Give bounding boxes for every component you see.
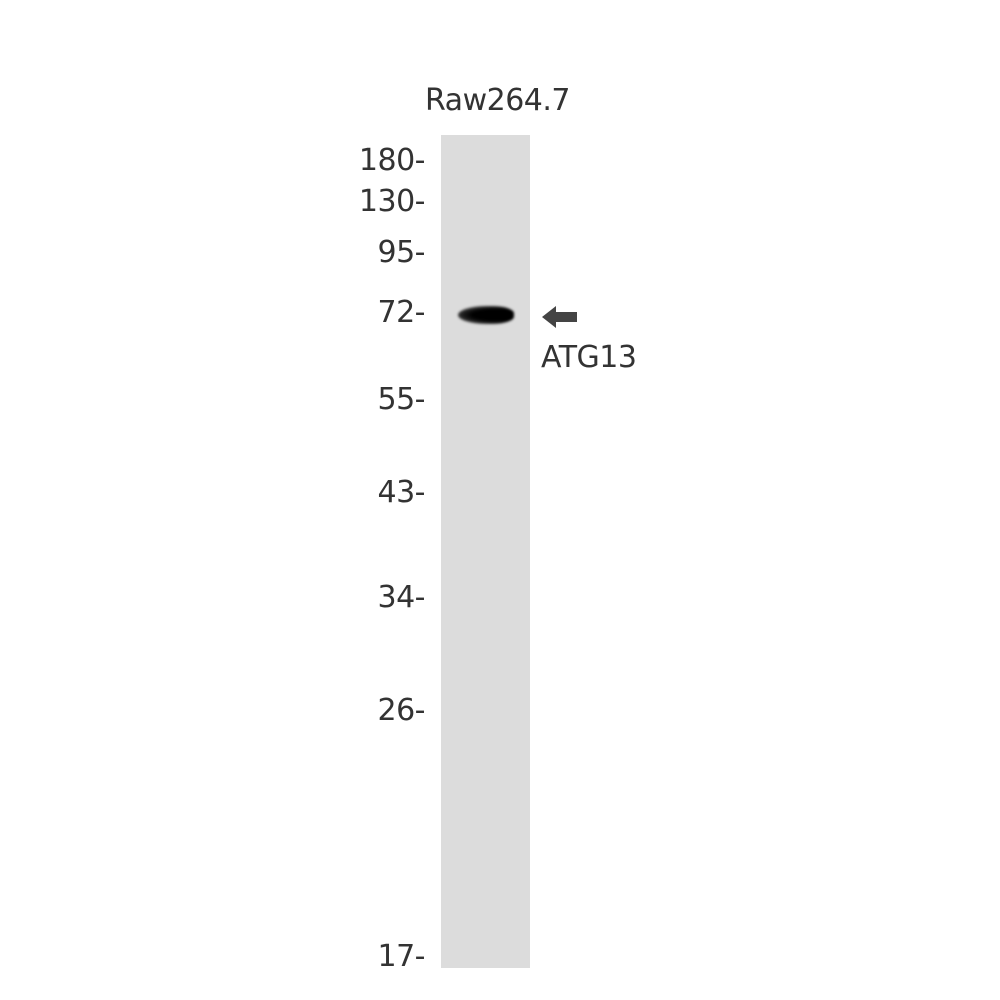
sample-label: Raw264.7 [425,83,571,118]
target-label: ATG13 [541,340,637,375]
marker-95: 95- [377,235,426,270]
blot-lane [441,135,530,968]
marker-34: 34- [377,580,426,615]
marker-72: 72- [377,295,426,330]
marker-180: 180- [358,143,426,178]
marker-26: 26- [377,693,426,728]
protein-band [458,306,514,324]
marker-55: 55- [377,382,426,417]
marker-17: 17- [377,939,426,974]
arrow-left-icon [542,306,577,328]
marker-130: 130- [358,184,426,219]
marker-43: 43- [377,475,426,510]
